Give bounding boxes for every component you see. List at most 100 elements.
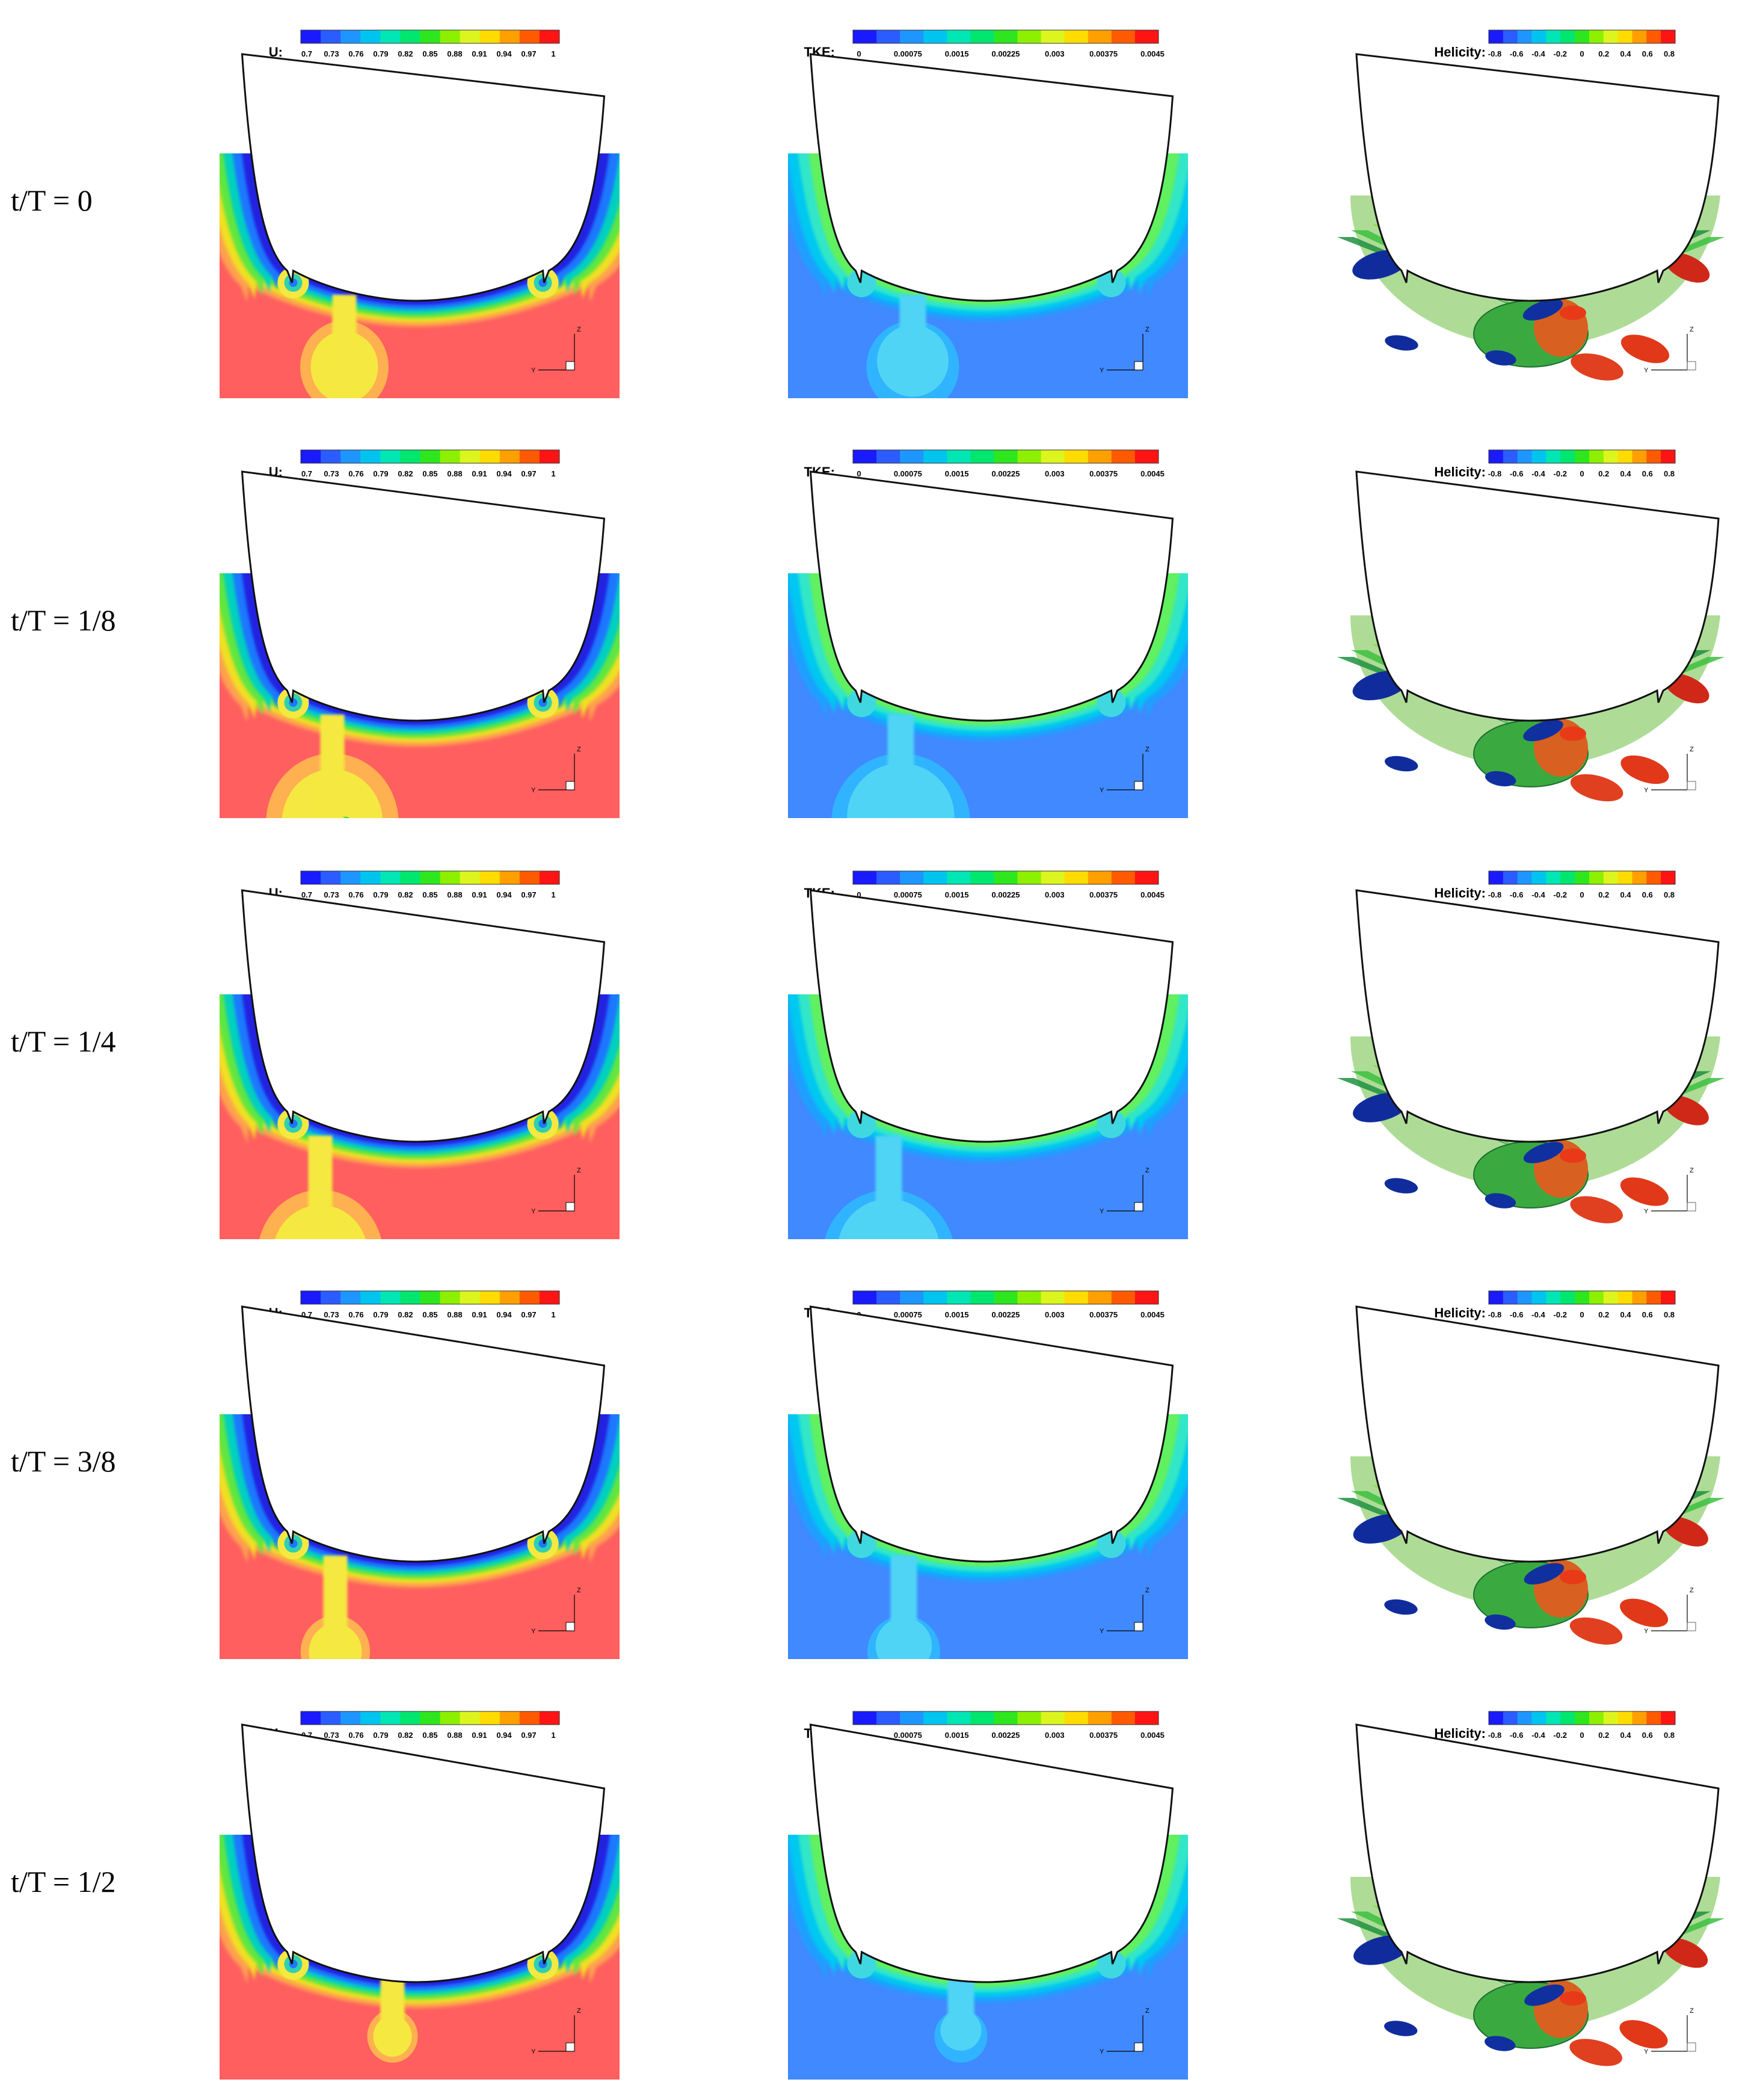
- panel-tke: TKE:00.000750.00150.002250.0030.003750.0…: [788, 1290, 1188, 1659]
- colorbar-tick-label: -0.2: [1554, 1731, 1567, 1740]
- hull-section: [809, 1305, 1174, 1563]
- wake-core: [313, 1250, 346, 1280]
- colorbar-swatch: [1617, 1711, 1632, 1725]
- colorbar-tick-label: -0.4: [1531, 1731, 1545, 1740]
- colorbar-swatch: [499, 871, 520, 884]
- colorbar-tick-label: 0.94: [496, 469, 512, 478]
- hull-section: [1355, 889, 1720, 1143]
- colorbar-swatch: [1546, 450, 1561, 463]
- colorbar-swatch: [1517, 1291, 1533, 1304]
- colorbar-tick-label: 0.73: [324, 49, 339, 58]
- colorbar-swatch: [1503, 1711, 1518, 1725]
- colorbar-tick-label: 0.82: [398, 469, 413, 478]
- colorbar-title: Helicity:: [1434, 885, 1486, 901]
- colorbar-tick-label: 0.0045: [1140, 49, 1165, 58]
- colorbar-swatch: [1017, 30, 1042, 43]
- colorbar-swatch: [1531, 1291, 1546, 1304]
- colorbar-tick-label: 0.97: [521, 1731, 536, 1740]
- colorbar-swatch: [301, 871, 321, 884]
- colorbar-tick-label: 0.91: [472, 49, 487, 58]
- colorbar-swatch: [970, 30, 994, 43]
- hull-section: [1355, 470, 1720, 722]
- tke-wake-stem: [887, 715, 914, 818]
- colorbar-tick-label: 0.82: [398, 1731, 413, 1740]
- axis-x-box: [565, 1202, 575, 1212]
- colorbar-swatch: [947, 871, 971, 884]
- vortex-tube: [1524, 1563, 1565, 1585]
- tke-vortex: [1097, 268, 1126, 297]
- colorbar-tick-label: 0.00375: [1089, 1310, 1118, 1319]
- colorbar-swatch: [923, 1291, 947, 1304]
- axis-x-box: [1687, 1622, 1696, 1631]
- vortex-tube: [1560, 1991, 1586, 2006]
- colorbar-tick-label: 0.88: [447, 469, 462, 478]
- colorbar: TKE:00.000750.00150.002250.0030.003750.0…: [804, 449, 1165, 479]
- colorbar-tick-label: -0.8: [1488, 890, 1501, 899]
- axis-x-box: [565, 2042, 575, 2052]
- row-label: t/T = 0: [11, 183, 93, 217]
- colorbar-tick-label: 1: [551, 49, 555, 58]
- colorbar-swatch: [970, 450, 994, 463]
- colorbar-swatch: [420, 1711, 441, 1725]
- colorbar-swatch: [519, 30, 540, 43]
- axis-z-label: Z: [1145, 2007, 1149, 2015]
- colorbar-frame: [1488, 1711, 1676, 1725]
- colorbar-frame: [1488, 1290, 1676, 1305]
- colorbar-tick-label: 0.85: [422, 469, 437, 478]
- colorbar-swatch: [900, 1291, 924, 1304]
- vortex-tube: [1570, 774, 1623, 802]
- vortex-tube: [1620, 755, 1669, 784]
- colorbar-frame: [852, 449, 1159, 464]
- colorbar-swatch: [519, 450, 540, 463]
- vortex-tube: [1485, 2036, 1516, 2051]
- colorbar-tick-label: 0.00375: [1089, 890, 1118, 899]
- colorbar-swatch: [1111, 1711, 1136, 1725]
- colorbar-swatch: [1617, 1291, 1632, 1304]
- wake-stem: [380, 1976, 405, 2036]
- colorbar-tick-label: 0: [1580, 1731, 1584, 1740]
- colorbar-tick-label: 0.85: [422, 1731, 437, 1740]
- colorbar-swatch: [1603, 450, 1619, 463]
- axis-x-box: [1687, 1202, 1696, 1212]
- panel-tke: TKE:00.000750.00150.002250.0030.003750.0…: [788, 870, 1188, 1239]
- hull-section: [1355, 1305, 1720, 1563]
- colorbar-swatch: [1064, 1711, 1089, 1725]
- colorbar-frame: [852, 870, 1159, 885]
- colorbar-tick-label: -0.2: [1554, 890, 1567, 899]
- colorbar-swatch: [970, 1291, 994, 1304]
- colorbar-swatch: [460, 450, 481, 463]
- colorbar-tick-label: 0.00225: [992, 890, 1020, 899]
- colorbar-tick-label: 0.0045: [1140, 890, 1165, 899]
- colorbar-swatch: [1560, 1711, 1575, 1725]
- colorbar-tick-label: 0.0045: [1140, 469, 1165, 478]
- colorbar-swatch: [539, 1291, 560, 1304]
- colorbar-swatch: [923, 30, 947, 43]
- colorbar-swatch: [994, 871, 1018, 884]
- panel-helicity: Helicity: -0.8 -0.6 -0.4 -0.2 0 0.2 0.4 0.6 0.8ZY: [1337, 870, 1725, 1224]
- vortex-tube: [1571, 353, 1623, 381]
- colorbar-swatch: [970, 871, 994, 884]
- colorbar-tick-label: 1: [551, 469, 555, 478]
- colorbar-tick-label: -0.8: [1488, 49, 1501, 58]
- vortex-tube: [1523, 719, 1563, 742]
- colorbar-tick-label: 0.88: [447, 49, 462, 58]
- colorbar-tick-label: 0.4: [1620, 1310, 1631, 1319]
- hull-section: [809, 470, 1174, 722]
- axis-y-label: Y: [1100, 1628, 1104, 1635]
- colorbar-swatch: [1503, 1291, 1518, 1304]
- colorbar: Helicity: -0.8 -0.6 -0.4 -0.2 0 0.2 0.4 0.6 0.8: [1434, 449, 1676, 479]
- panel-helicity: Helicity: -0.8 -0.6 -0.4 -0.2 0 0.2 0.4 0.6 0.8ZY: [1337, 1290, 1725, 1645]
- tke-vortex: [1097, 1950, 1126, 1978]
- vortex-tube: [1620, 1598, 1669, 1627]
- colorbar-swatch: [400, 1291, 420, 1304]
- colorbar-frame: [300, 29, 560, 44]
- colorbar-swatch: [400, 30, 420, 43]
- panel-tke: TKE:00.000750.00150.002250.0030.003750.0…: [788, 449, 1188, 818]
- colorbar-swatch: [1603, 1711, 1619, 1725]
- hull-section: [241, 1723, 606, 1983]
- colorbar-tick-label: 0.6: [1642, 49, 1653, 58]
- axis-x-box: [1687, 781, 1696, 790]
- colorbar: TKE:00.000750.00150.002250.0030.003750.0…: [804, 870, 1165, 901]
- colorbar-swatch: [1531, 30, 1546, 43]
